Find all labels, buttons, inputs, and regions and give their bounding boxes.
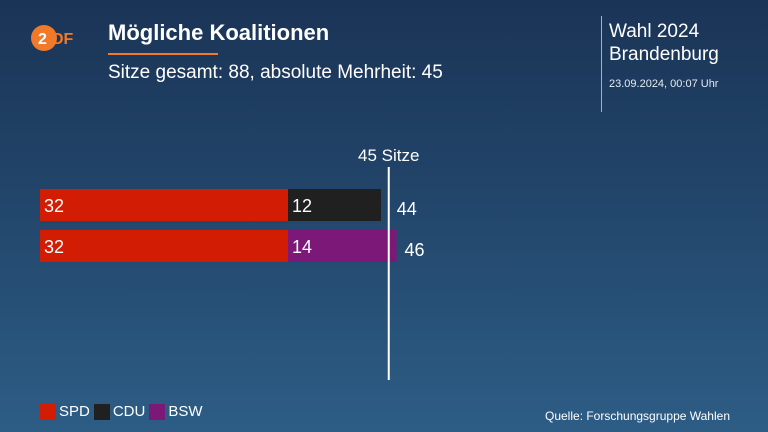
legend-swatch-spd [40,403,56,420]
zdf-logo: 2 DF [31,25,74,51]
legend-item-cdu: CDU [93,403,146,420]
legend-item-spd: SPD [40,403,90,420]
legend-item-bsw: BSW [149,403,203,420]
total-label-row-2: 46 [405,240,425,260]
bar-spd-row-2 [40,230,288,262]
bar-bsw-row-2 [288,230,397,262]
timestamp: 23.09.2024, 00:07 Uhr [609,78,719,90]
page-title: Mögliche Koalitionen [108,20,330,45]
svg-text:2: 2 [38,31,47,48]
bar-label-spd-row-1: 32 [44,196,64,216]
header-divider [601,16,602,112]
page-subtitle: Sitze gesamt: 88, absolute Mehrheit: 45 [108,62,443,83]
bar-label-bsw-row-2: 14 [292,237,312,257]
event-title: Wahl 2024 [609,21,700,42]
total-label-row-1: 44 [397,199,417,219]
legend-label-bsw: BSW [168,403,203,420]
event-info: Wahl 2024 Brandenburg [609,20,719,66]
legend-label-cdu: CDU [112,403,146,420]
bar-cdu-row-1 [288,189,381,221]
legend-label-spd: SPD [59,403,90,420]
majority-label: 45 Sitze [358,146,419,165]
legend: SPD CDU BSW [40,403,207,420]
bar-label-spd-row-2: 32 [44,237,64,257]
bar-label-cdu-row-1: 12 [292,196,312,216]
svg-text:DF: DF [52,31,74,48]
title-underline [108,53,218,55]
legend-swatch-bsw [149,403,166,420]
source-note: Quelle: Forschungsgruppe Wahlen [545,409,730,423]
bar-spd-row-1 [40,189,288,221]
event-region: Brandenburg [609,44,719,65]
legend-swatch-cdu [93,403,110,420]
